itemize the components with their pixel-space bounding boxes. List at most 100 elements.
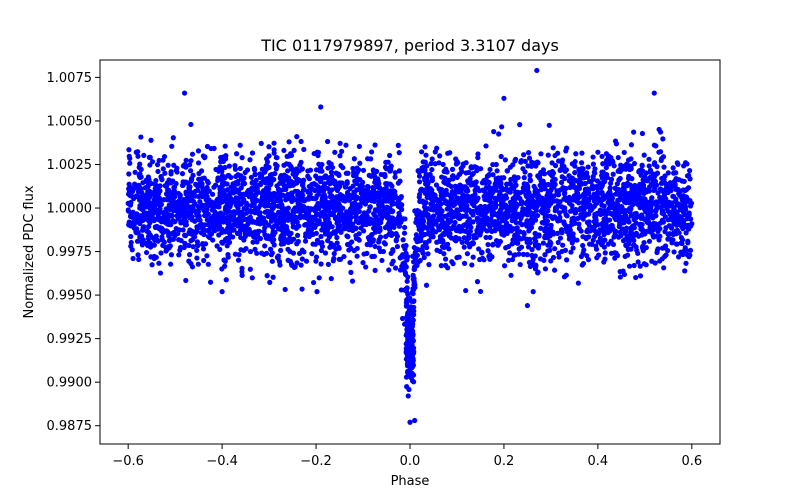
data-point: [181, 244, 187, 251]
data-point: [360, 260, 366, 266]
data-point: [657, 226, 663, 232]
data-point: [588, 178, 594, 184]
data-point: [517, 261, 523, 268]
data-point: [274, 183, 280, 189]
data-point: [219, 214, 225, 220]
data-point: [376, 245, 382, 251]
data-point: [160, 157, 166, 163]
data-point: [267, 172, 274, 178]
data-point: [343, 142, 349, 148]
data-point: [654, 249, 660, 256]
data-point: [389, 261, 395, 267]
data-point: [510, 195, 516, 202]
data-point: [322, 181, 328, 187]
data-point: [252, 246, 258, 252]
data-point: [659, 175, 665, 182]
data-point: [129, 214, 136, 220]
data-point: [605, 241, 611, 247]
data-point: [581, 196, 587, 203]
data-point: [631, 129, 637, 135]
data-point: [189, 204, 195, 211]
data-point: [442, 192, 449, 198]
data-point: [237, 142, 243, 148]
data-point: [368, 173, 374, 179]
data-point: [258, 140, 264, 147]
data-point: [649, 195, 655, 201]
data-point: [392, 170, 398, 176]
data-point: [503, 186, 509, 192]
data-point: [413, 259, 420, 266]
data-point: [429, 166, 435, 173]
data-point: [146, 194, 153, 200]
data-point: [576, 207, 583, 213]
data-point: [664, 199, 670, 206]
data-point: [644, 200, 651, 206]
data-point: [295, 238, 301, 245]
data-point: [241, 206, 247, 212]
data-point: [421, 204, 428, 210]
data-point: [320, 188, 327, 194]
data-point: [202, 154, 208, 160]
data-point: [404, 278, 410, 284]
data-point: [310, 279, 317, 286]
data-point: [424, 163, 430, 169]
data-point: [135, 153, 141, 159]
data-point: [361, 210, 367, 216]
data-point: [178, 209, 184, 216]
data-point: [429, 226, 436, 232]
data-point: [512, 156, 519, 162]
data-point: [550, 254, 557, 261]
data-point: [167, 202, 173, 208]
data-point: [461, 244, 467, 250]
data-point: [671, 178, 678, 184]
data-point: [197, 217, 203, 223]
data-point: [478, 229, 484, 235]
data-point: [295, 192, 301, 198]
data-point: [548, 201, 554, 207]
data-point: [683, 230, 689, 236]
x-tick-label: 0.2: [494, 454, 515, 469]
data-point: [141, 152, 147, 158]
data-point: [660, 136, 666, 142]
data-point: [545, 190, 551, 196]
data-point: [577, 169, 583, 176]
data-point: [161, 209, 167, 215]
data-point: [252, 229, 258, 235]
data-point: [529, 252, 535, 259]
data-point: [515, 174, 521, 181]
data-point: [340, 165, 346, 171]
data-point: [370, 237, 376, 243]
data-point: [353, 214, 359, 220]
data-point: [165, 162, 171, 168]
data-point: [432, 161, 438, 167]
data-point: [211, 213, 218, 219]
data-point: [307, 167, 314, 173]
data-point: [159, 234, 165, 240]
data-point: [647, 224, 653, 231]
data-point: [515, 237, 521, 243]
data-point: [207, 279, 214, 285]
data-point: [277, 214, 283, 221]
data-point: [445, 217, 451, 224]
data-point: [170, 135, 176, 141]
data-point: [403, 303, 410, 309]
data-point: [348, 269, 354, 275]
data-point: [290, 220, 296, 226]
data-point: [453, 235, 459, 241]
data-point: [428, 160, 434, 167]
data-point: [628, 156, 634, 162]
data-point: [555, 239, 561, 246]
data-point: [132, 181, 138, 187]
data-point: [392, 265, 399, 271]
data-point: [213, 166, 219, 173]
data-point: [422, 144, 428, 150]
data-point: [461, 235, 467, 241]
data-point: [492, 211, 498, 217]
data-point: [160, 166, 166, 172]
data-point: [371, 187, 377, 193]
data-point: [464, 239, 470, 245]
data-point: [174, 165, 180, 171]
data-point: [237, 227, 244, 233]
data-point: [656, 149, 662, 155]
data-point: [266, 144, 272, 150]
